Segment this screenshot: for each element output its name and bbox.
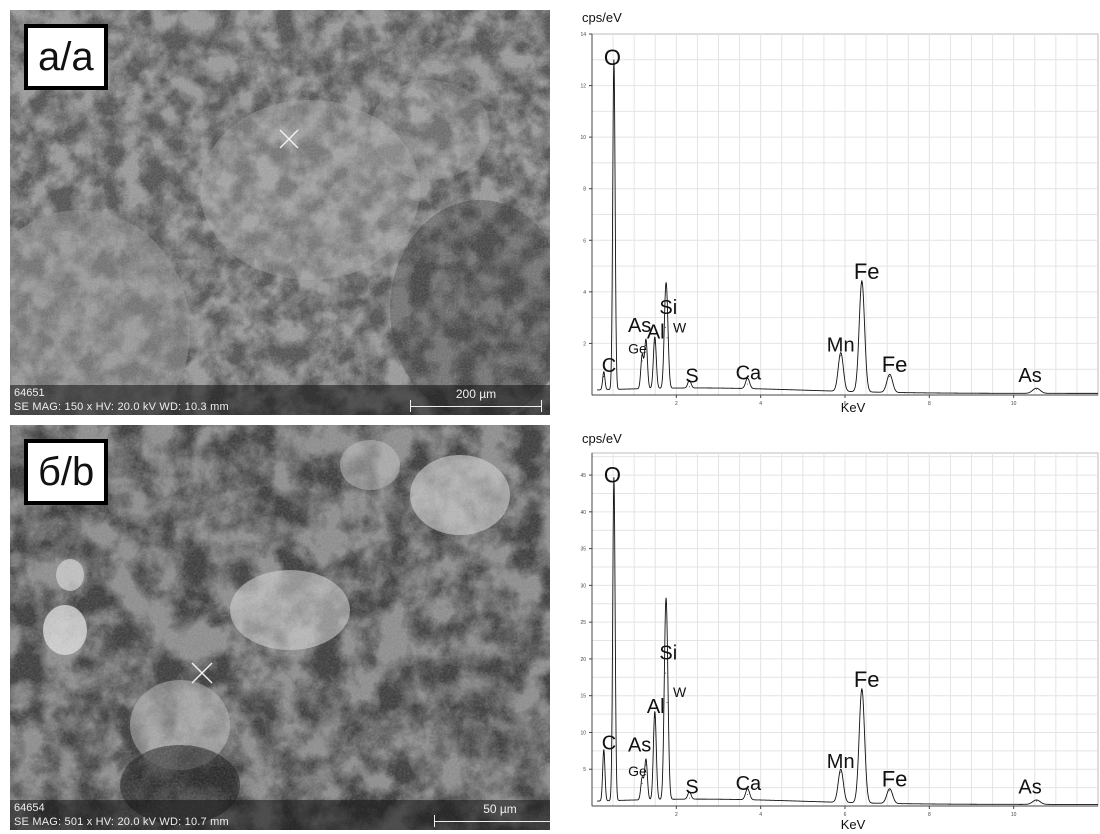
y-tick-label: 14 — [580, 32, 586, 38]
peak-label-o: O — [604, 45, 621, 70]
x-tick-label: 10 — [1011, 401, 1017, 407]
peak-label-al: Al — [647, 321, 665, 343]
x-tick-label: 8 — [928, 401, 931, 407]
y-axis-label: cps/eV — [582, 431, 622, 446]
peak-label-s: S — [685, 365, 698, 387]
y-tick-label: 45 — [580, 473, 586, 479]
scale-bar-b: 50 µm — [430, 802, 550, 827]
peak-label-si: Si — [659, 297, 677, 319]
peak-label-c: C — [602, 355, 616, 377]
x-axis-label: KeV — [841, 817, 866, 832]
peak-label-fe: Fe — [854, 259, 880, 284]
y-tick-label: 2 — [583, 341, 586, 347]
panel-label-b: б/b — [24, 439, 109, 505]
y-tick-label: 8 — [583, 187, 586, 193]
y-tick-label: 12 — [580, 84, 586, 90]
eds-spectrum-b: 5 10 15 20 25 30 35 40 45 2 4 6 8 10 cps/eV KeV C O Ge As Al… — [560, 425, 1100, 834]
peak-label-al: Al — [647, 696, 665, 718]
peak-label-o: O — [604, 462, 621, 487]
x-tick-label: 6 — [844, 812, 847, 818]
y-tick-label: 5 — [583, 767, 586, 773]
peak-label-ca: Ca — [736, 363, 762, 385]
x-tick-label: 4 — [759, 401, 762, 407]
peak-label-s: S — [685, 777, 698, 799]
scale-bar-line-b — [434, 815, 550, 827]
sem-databar-a — [10, 385, 550, 415]
peak-label-as: As — [628, 315, 651, 337]
sem-databar-b — [10, 800, 550, 830]
x-tick-label: 2 — [675, 812, 678, 818]
sem-params-b: SE MAG: 501 x HV: 20.0 kV WD: 10.7 mm — [14, 816, 229, 828]
peak-label-fe: Fe — [854, 667, 880, 692]
panel-label-a: а/а — [24, 24, 108, 90]
peak-label-as: As — [628, 735, 651, 757]
eds-spectrum-b-svg: 5 10 15 20 25 30 35 40 45 2 4 6 8 10 cps/eV KeV C O Ge As Al… — [580, 431, 1099, 832]
sample-id-b: 64654 — [14, 802, 45, 814]
x-tick-label: 2 — [675, 401, 678, 407]
peak-label-ge: Ge — [628, 340, 647, 356]
y-tick-label: 6 — [583, 238, 586, 244]
sem-image-b: б/b 64654 SE MAG: 501 x HV: 20.0 kV WD: … — [10, 425, 550, 830]
x-tick-label: 10 — [1011, 812, 1017, 818]
y-tick-label: 20 — [580, 657, 586, 663]
peak-label-w: W — [673, 684, 687, 700]
peak-label-as: As — [1018, 777, 1041, 799]
cross-marker-a — [279, 129, 299, 149]
sem-image-a: а/а 64651 SE MAG: 150 x HV: 20.0 kV WD: … — [10, 10, 550, 415]
peak-label-fe: Fe — [882, 352, 908, 377]
peak-label-mn: Mn — [827, 334, 855, 356]
peak-label-ge: Ge — [628, 763, 647, 779]
y-tick-label: 35 — [580, 547, 586, 553]
cross-marker-b — [191, 662, 213, 684]
scale-bar-label-b: 50 µm — [483, 802, 517, 816]
peak-label-mn: Mn — [827, 751, 855, 773]
peak-label-ca: Ca — [736, 773, 762, 795]
y-tick-label: 15 — [580, 694, 586, 700]
y-tick-label: 30 — [580, 583, 586, 589]
x-tick-label: 8 — [928, 812, 931, 818]
y-tick-label: 10 — [580, 730, 586, 736]
y-tick-label: 40 — [580, 510, 586, 516]
peak-label-si: Si — [659, 643, 677, 665]
peak-label-w: W — [673, 319, 687, 335]
scale-bar-line-a — [410, 400, 542, 412]
peak-label-fe: Fe — [882, 766, 908, 791]
scale-bar-label-a: 200 µm — [455, 387, 497, 401]
y-axis-label: cps/eV — [582, 10, 622, 25]
spectrum-line — [597, 477, 1098, 805]
x-tick-label: 6 — [844, 401, 847, 407]
y-tick-label: 25 — [580, 620, 586, 626]
x-tick-label: 4 — [759, 812, 762, 818]
eds-spectrum-a: 2 4 6 8 10 12 14 2 4 6 8 10 cps/eV KeV C O Ge As Al Si W S Ca M… — [560, 0, 1100, 425]
x-axis-label: KeV — [841, 400, 866, 415]
sem-params-a: SE MAG: 150 x HV: 20.0 kV WD: 10.3 mm — [14, 401, 229, 413]
scale-bar-a: 200 µm — [406, 387, 546, 412]
y-tick-label: 4 — [583, 290, 586, 296]
y-tick-label: 10 — [580, 135, 586, 141]
peak-label-as: As — [1018, 365, 1041, 387]
peak-label-c: C — [602, 733, 616, 755]
sample-id-a: 64651 — [14, 387, 45, 399]
spectrum-line — [597, 59, 1098, 394]
